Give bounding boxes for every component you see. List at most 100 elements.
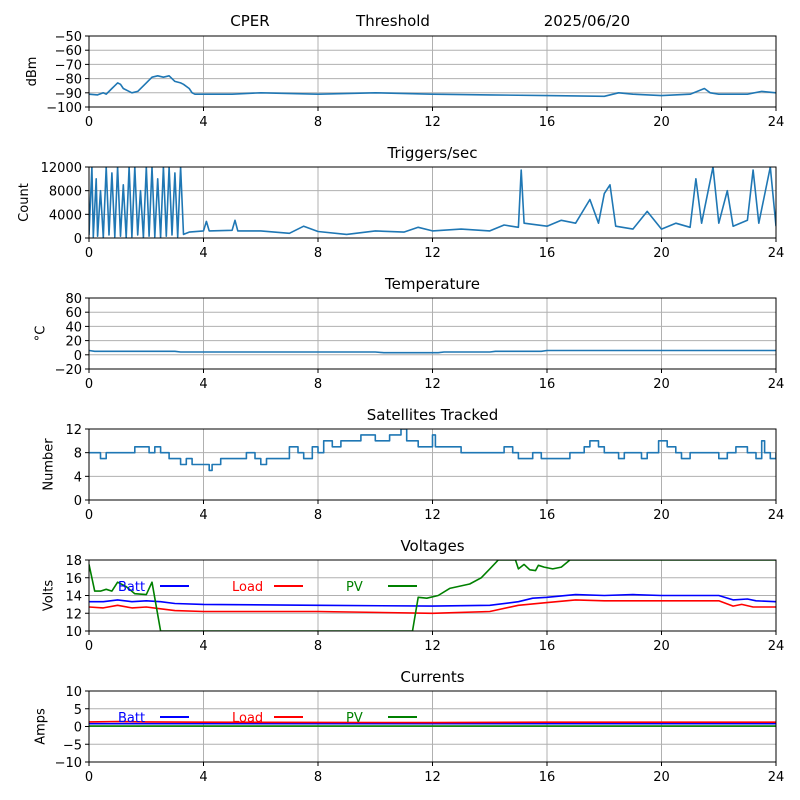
x-tick-label: 16 xyxy=(539,377,556,392)
x-tick-label: 24 xyxy=(768,115,785,130)
y-axis-label: Volts xyxy=(42,580,57,612)
y-tick-label: −60 xyxy=(55,44,82,59)
panel-title: Currents xyxy=(400,668,464,686)
series-group xyxy=(89,560,776,631)
x-tick-label: 4 xyxy=(199,508,207,523)
y-axis-label: °C xyxy=(33,326,48,342)
x-tick-label: 24 xyxy=(768,508,785,523)
y-axis-label: Amps xyxy=(33,708,48,745)
series-line-1 xyxy=(89,429,776,472)
y-tick-label: 12000 xyxy=(41,161,82,176)
y-tick-label: 4 xyxy=(74,470,82,485)
legend-label-batt: Batt xyxy=(118,580,145,595)
y-tick-label: 18 xyxy=(65,554,82,569)
y-tick-label: 0 xyxy=(74,494,82,509)
x-tick-label: 20 xyxy=(653,770,670,785)
header-site: CPER xyxy=(230,12,269,30)
y-tick-label: −50 xyxy=(55,30,82,45)
y-tick-label: 60 xyxy=(65,306,82,321)
x-tick-label: 16 xyxy=(539,115,556,130)
y-tick-label: 12 xyxy=(65,607,82,622)
panel-title: Satellites Tracked xyxy=(367,406,498,424)
y-tick-label: 0 xyxy=(74,721,82,736)
y-tick-label: −20 xyxy=(55,363,82,378)
y-tick-label: 16 xyxy=(65,572,82,587)
x-tick-label: 12 xyxy=(424,115,441,130)
legend-label-load: Load xyxy=(232,580,263,595)
series-line-pv xyxy=(89,560,776,631)
y-tick-label: 12 xyxy=(65,423,82,438)
series-group xyxy=(89,720,776,727)
x-tick-label: 24 xyxy=(768,770,785,785)
y-axis-label: dBm xyxy=(25,57,40,87)
x-tick-label: 12 xyxy=(424,639,441,654)
y-axis-label: Count xyxy=(17,183,32,222)
panel-title: Triggers/sec xyxy=(387,144,478,162)
y-tick-label: −10 xyxy=(55,756,82,771)
x-tick-label: 20 xyxy=(653,377,670,392)
x-tick-label: 12 xyxy=(424,770,441,785)
series-group xyxy=(89,349,776,354)
header-label: Threshold xyxy=(355,12,430,30)
x-tick-label: 24 xyxy=(768,639,785,654)
x-tick-label: 16 xyxy=(539,246,556,261)
x-tick-label: 20 xyxy=(653,115,670,130)
y-tick-label: −70 xyxy=(55,58,82,73)
x-tick-label: 4 xyxy=(199,377,207,392)
y-tick-label: 20 xyxy=(65,335,82,350)
header-date: 2025/06/20 xyxy=(544,12,630,30)
x-tick-label: 8 xyxy=(314,770,322,785)
x-tick-label: 20 xyxy=(653,639,670,654)
x-tick-label: 20 xyxy=(653,508,670,523)
x-tick-label: 0 xyxy=(85,770,93,785)
panel-4: 0 4 8 12 16 20 24 0 4 8 12 Satellites Tracked Number xyxy=(42,406,785,523)
x-tick-label: 4 xyxy=(199,770,207,785)
series-line-load xyxy=(89,720,776,724)
x-tick-label: 20 xyxy=(653,246,670,261)
y-tick-label: 40 xyxy=(65,320,82,335)
x-tick-label: 16 xyxy=(539,508,556,523)
series-group xyxy=(89,429,776,472)
y-tick-label: −90 xyxy=(55,87,82,102)
series-group xyxy=(89,167,776,238)
x-tick-label: 0 xyxy=(85,377,93,392)
legend-label-pv: PV xyxy=(346,711,363,726)
x-tick-label: 8 xyxy=(314,246,322,261)
series-group xyxy=(89,75,776,98)
y-tick-label: −80 xyxy=(55,73,82,88)
y-tick-label: 10 xyxy=(65,685,82,700)
x-tick-label: 8 xyxy=(314,115,322,130)
x-tick-label: 24 xyxy=(768,377,785,392)
panel-title: Voltages xyxy=(400,537,464,555)
x-tick-label: 4 xyxy=(199,115,207,130)
x-tick-label: 12 xyxy=(424,246,441,261)
x-tick-label: 8 xyxy=(314,639,322,654)
x-tick-label: 4 xyxy=(199,246,207,261)
legend-label-pv: PV xyxy=(346,580,363,595)
y-tick-label: 0 xyxy=(74,349,82,364)
legend-label-batt: Batt xyxy=(118,711,145,726)
panel-title: Temperature xyxy=(384,275,480,293)
x-tick-label: 16 xyxy=(539,770,556,785)
series-line-batt xyxy=(89,593,776,607)
x-tick-label: 24 xyxy=(768,246,785,261)
y-tick-label: 4000 xyxy=(49,208,82,223)
y-tick-label: 8000 xyxy=(49,185,82,200)
panel-1: 0 4 8 12 16 20 24 −100−90−80−70−60−50 dBm xyxy=(25,30,784,130)
y-tick-label: −5 xyxy=(63,738,82,753)
y-tick-label: 5 xyxy=(74,703,82,718)
panel-2: 0 4 8 12 16 20 24 0 4000 8000 12000 Triggers/sec Cou… xyxy=(17,144,784,261)
legend-label-load: Load xyxy=(232,711,263,726)
y-tick-label: 80 xyxy=(65,292,82,307)
x-tick-label: 12 xyxy=(424,508,441,523)
x-tick-label: 0 xyxy=(85,639,93,654)
x-tick-label: 8 xyxy=(314,377,322,392)
x-tick-label: 16 xyxy=(539,639,556,654)
x-tick-label: 4 xyxy=(199,639,207,654)
y-tick-label: 14 xyxy=(65,590,82,605)
x-tick-label: 8 xyxy=(314,508,322,523)
series-line-1 xyxy=(89,75,776,98)
x-tick-label: 0 xyxy=(85,246,93,261)
